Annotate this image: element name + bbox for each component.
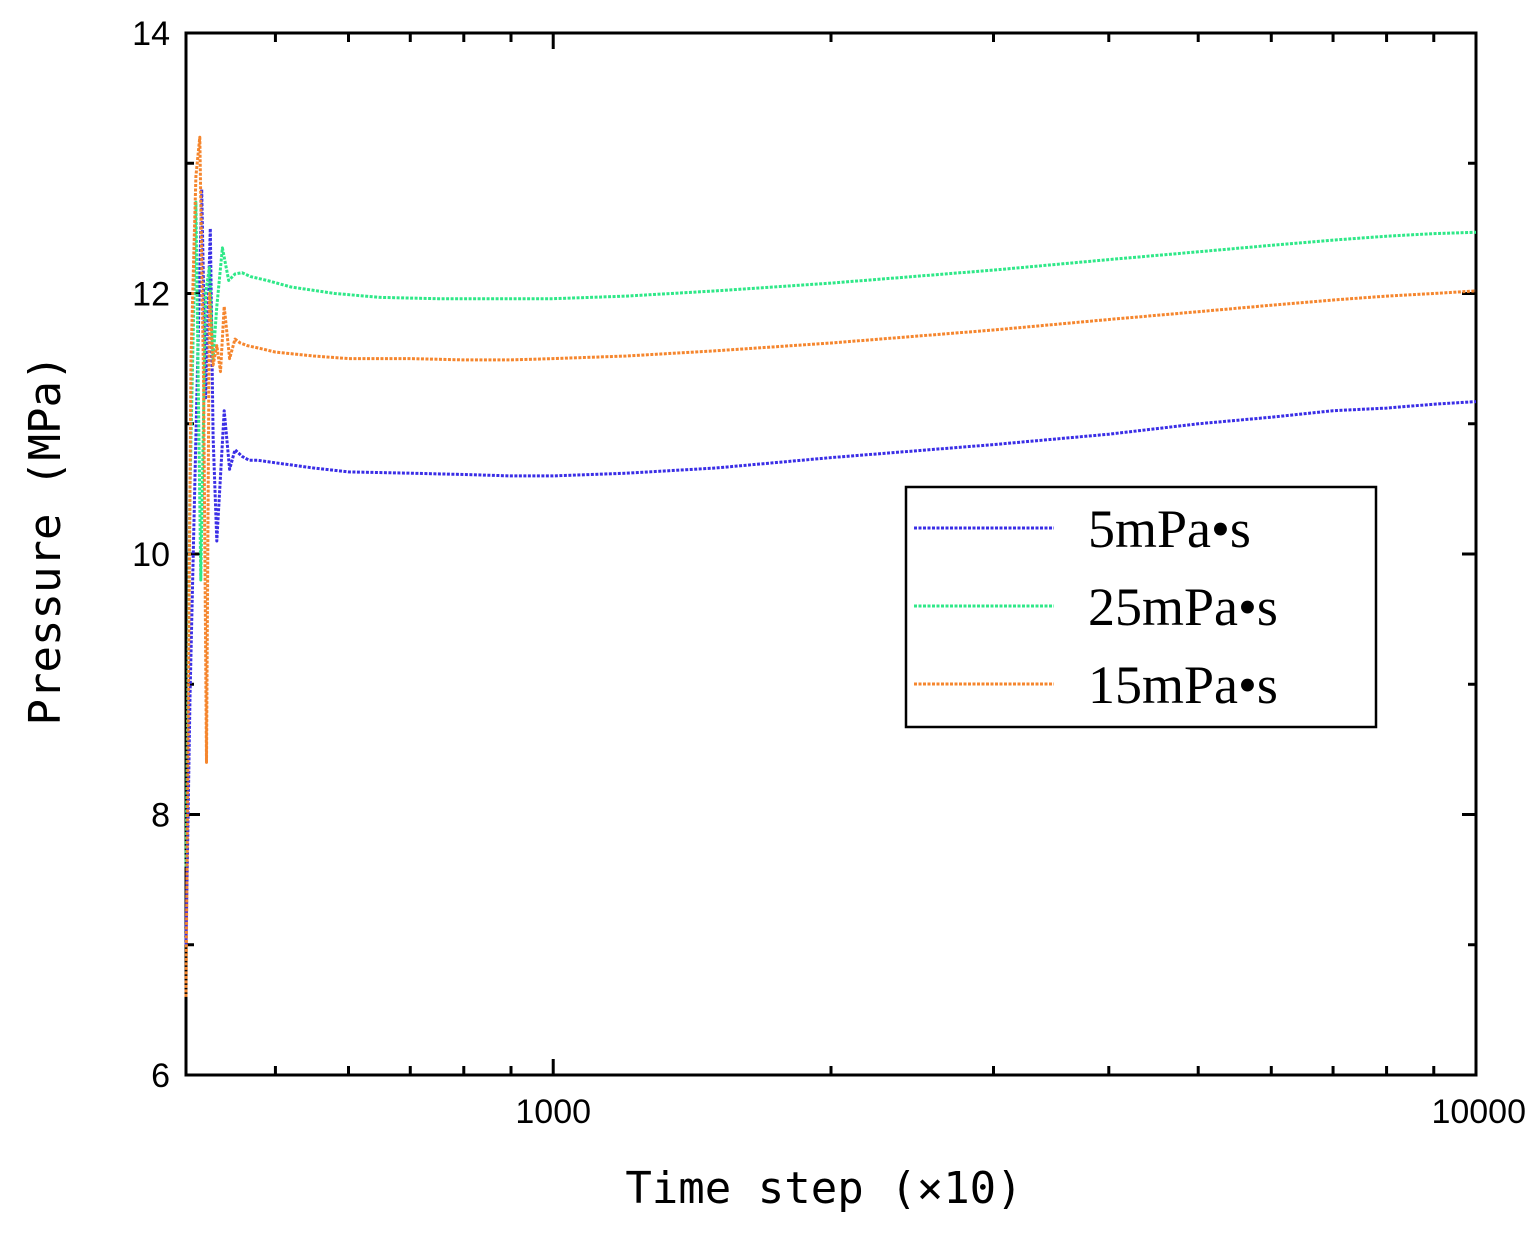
- legend-label: 15mPa•s: [1088, 655, 1278, 715]
- legend: 5mPa•s 25mPa•s 15mPa•s: [904, 485, 1378, 729]
- series-line-1: [184, 187, 1477, 945]
- x-tick-label: 10000: [1431, 1093, 1526, 1131]
- legend-label: 25mPa•s: [1088, 577, 1278, 637]
- x-tick-label: 1000: [515, 1093, 591, 1131]
- y-tick-label: 8: [151, 797, 170, 835]
- legend-label: 5mPa•s: [1088, 499, 1251, 559]
- series-layer: [184, 135, 1477, 997]
- y-tick-label: 10: [132, 536, 170, 574]
- series-line-3: [184, 135, 1477, 997]
- y-tick-label: 6: [151, 1057, 170, 1095]
- y-axis-label: Pressure (MPa): [20, 355, 71, 726]
- axis-ticks: 6 8 10 12 14 1000 10000: [132, 15, 1526, 1131]
- y-tick-label: 12: [132, 276, 170, 314]
- series-line-2: [184, 200, 1477, 867]
- y-tick-label: 14: [132, 15, 170, 53]
- x-axis-label: Time step (×10): [625, 1163, 1022, 1214]
